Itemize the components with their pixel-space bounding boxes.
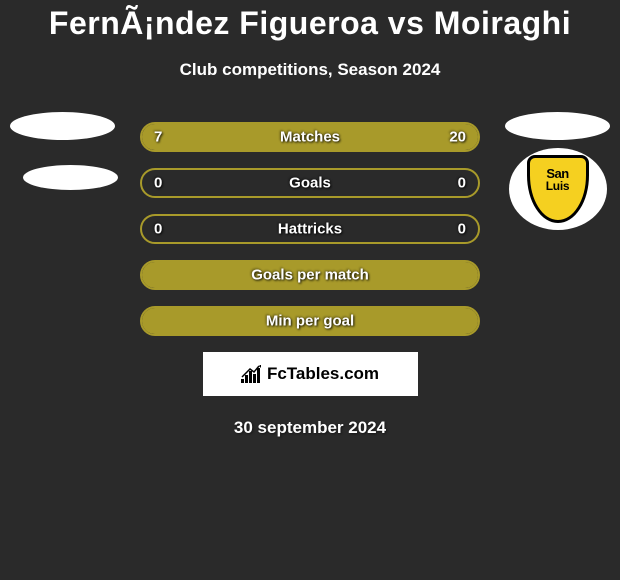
stat-label: Matches <box>280 129 340 146</box>
stat-right-value: 20 <box>449 129 466 146</box>
comparison-card: FernÃ¡ndez Figueroa vs Moiraghi Club com… <box>0 0 620 438</box>
left-player-badge-area <box>5 112 120 190</box>
badge-shield: San Luis <box>527 155 589 223</box>
fctables-logo-box: FcTables.com <box>203 352 418 396</box>
stat-left-value: 7 <box>154 129 162 146</box>
stat-right-value: 0 <box>458 221 466 238</box>
snapshot-date: 30 september 2024 <box>0 418 620 438</box>
right-player-badge-area: San Luis <box>500 112 615 230</box>
san-luis-badge: San Luis <box>509 148 607 230</box>
stat-label: Min per goal <box>266 313 354 330</box>
stat-label: Goals per match <box>251 267 369 284</box>
placeholder-ellipse <box>505 112 610 140</box>
stats-bars: 7 Matches 20 0 Goals 0 0 Hattricks 0 Goa… <box>140 122 480 336</box>
placeholder-ellipse <box>10 112 115 140</box>
badge-text-line2: Luis <box>546 179 569 193</box>
stat-bar-min-per-goal: Min per goal <box>140 306 480 336</box>
stat-label: Hattricks <box>278 221 342 238</box>
page-subtitle: Club competitions, Season 2024 <box>0 60 620 80</box>
stat-left-value: 0 <box>154 221 162 238</box>
stat-right-value: 0 <box>458 175 466 192</box>
fctables-logo-text: FcTables.com <box>267 364 379 384</box>
main-area: San Luis 7 Matches 20 0 Goals 0 0 Hattr <box>0 122 620 438</box>
badge-circle: San Luis <box>509 148 607 230</box>
stat-bar-matches: 7 Matches 20 <box>140 122 480 152</box>
placeholder-ellipse <box>23 165 118 190</box>
stat-bar-hattricks: 0 Hattricks 0 <box>140 214 480 244</box>
stat-bar-goals: 0 Goals 0 <box>140 168 480 198</box>
fctables-icon <box>241 365 263 383</box>
stat-left-value: 0 <box>154 175 162 192</box>
page-title: FernÃ¡ndez Figueroa vs Moiraghi <box>0 5 620 42</box>
stat-label: Goals <box>289 175 331 192</box>
stat-bar-goals-per-match: Goals per match <box>140 260 480 290</box>
